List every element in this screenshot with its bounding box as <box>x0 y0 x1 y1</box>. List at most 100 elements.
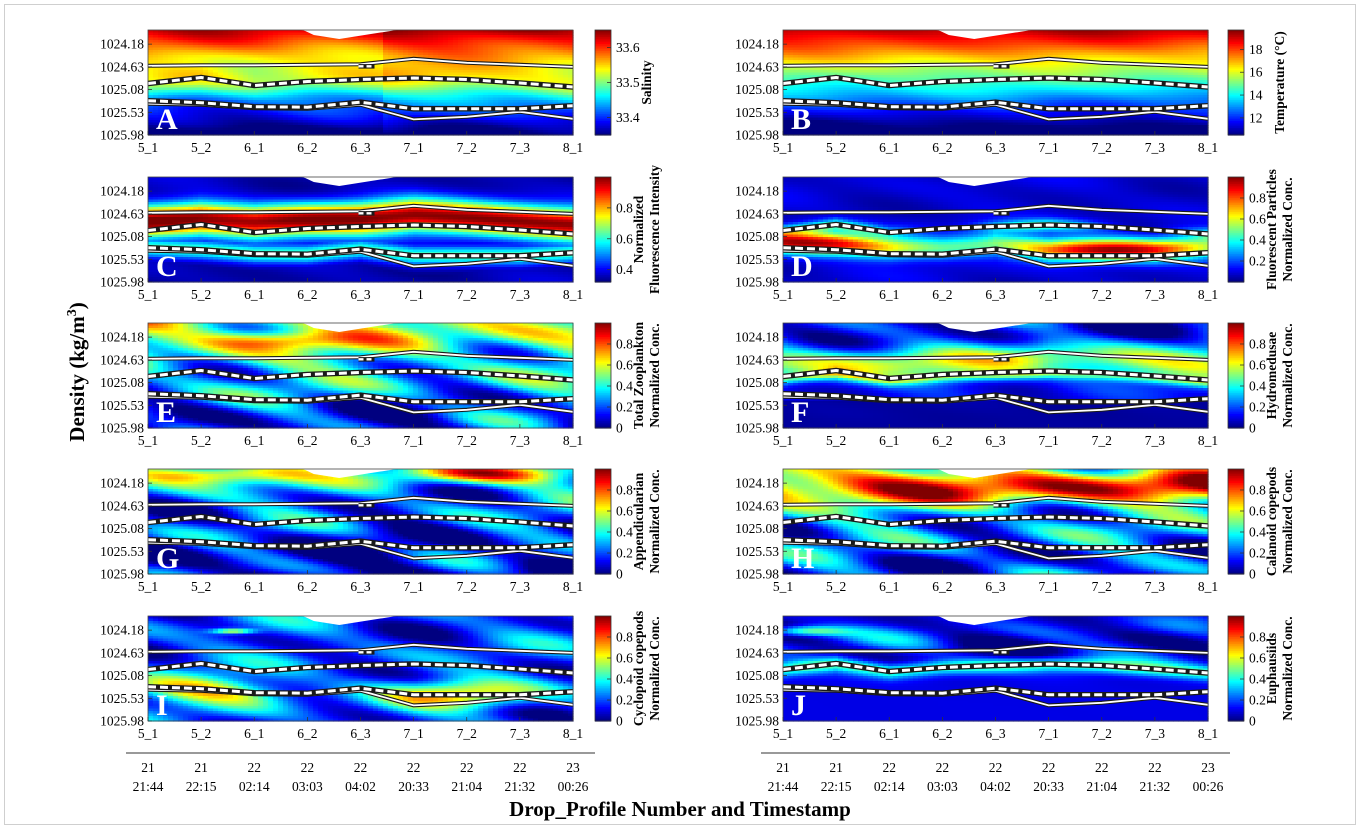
heatmap-cell <box>303 120 309 124</box>
heatmap-cell <box>163 40 169 44</box>
heatmap-cell <box>203 82 209 86</box>
heatmap-cell <box>363 90 369 94</box>
heatmap-cell <box>228 55 234 59</box>
heatmap-cell <box>378 117 384 121</box>
heatmap-cell <box>368 112 374 116</box>
heatmap-cell <box>238 85 244 89</box>
heatmap-cell <box>343 47 349 51</box>
heatmap-cell <box>253 97 259 101</box>
heatmap-cell <box>173 47 179 51</box>
heatmap-cell <box>318 55 324 59</box>
heatmap-cell <box>383 117 389 121</box>
heatmap-cell <box>343 42 349 46</box>
heatmap-cell <box>183 35 189 39</box>
heatmap-cell <box>403 122 409 126</box>
heatmap-cell <box>168 57 174 61</box>
heatmap-cell <box>273 45 279 49</box>
heatmap-cell <box>343 130 349 134</box>
heatmap-cell <box>198 37 204 41</box>
heatmap-cell <box>213 92 219 96</box>
heatmap-cell <box>303 90 309 94</box>
heatmap-cell <box>403 95 409 99</box>
heatmap-cell <box>308 57 314 61</box>
heatmap-cell <box>243 110 249 114</box>
heatmap-cell <box>398 120 404 124</box>
heatmap-cell <box>238 30 244 34</box>
heatmap-cell <box>183 82 189 86</box>
heatmap-cell <box>293 90 299 94</box>
heatmap-cell <box>328 112 334 116</box>
heatmap-cell <box>288 110 294 114</box>
heatmap-cell <box>288 130 294 134</box>
heatmap-cell <box>373 72 379 76</box>
heatmap-cell <box>378 35 384 39</box>
heatmap-cell <box>288 115 294 119</box>
heatmap-cell <box>168 95 174 99</box>
heatmap-cell <box>273 55 279 59</box>
heatmap-cell <box>363 82 369 86</box>
heatmap-cell <box>298 60 304 64</box>
heatmap-cell <box>408 82 414 86</box>
heatmap-cell <box>298 110 304 114</box>
heatmap-cell <box>208 82 214 86</box>
heatmap-cell <box>263 92 269 96</box>
heatmap-cell <box>218 90 224 94</box>
heatmap-cell <box>328 52 334 56</box>
heatmap-cell <box>178 82 184 86</box>
heatmap-cell <box>163 130 169 134</box>
heatmap-cell <box>368 95 374 99</box>
heatmap-cell <box>263 72 269 76</box>
heatmap-cell <box>318 122 324 126</box>
heatmap-cell <box>308 90 314 94</box>
heatmap-cell <box>293 75 299 79</box>
heatmap-cell <box>278 72 284 76</box>
heatmap-cell <box>303 57 309 61</box>
heatmap-cell <box>388 47 394 51</box>
heatmap-cell <box>233 110 239 114</box>
heatmap-cell <box>323 97 329 101</box>
heatmap-cell <box>178 115 184 119</box>
heatmap-cell <box>373 92 379 96</box>
heatmap-cell <box>398 97 404 101</box>
heatmap-cell <box>403 32 409 36</box>
heatmap-cell <box>228 122 234 126</box>
heatmap-cell <box>363 112 369 116</box>
heatmap-cell <box>328 125 334 129</box>
heatmap-cell <box>218 95 224 99</box>
heatmap-cell <box>383 57 389 61</box>
heatmap-cell <box>353 55 359 59</box>
heatmap-cell <box>283 127 289 131</box>
heatmap-cell <box>233 70 239 74</box>
heatmap-cell <box>273 47 279 51</box>
heatmap-cell <box>193 87 199 91</box>
heatmap-cell <box>208 112 214 116</box>
heatmap-cell <box>153 67 159 71</box>
heatmap-cell <box>338 65 344 69</box>
heatmap-cell <box>268 40 274 44</box>
heatmap-cell <box>218 42 224 46</box>
heatmap-cell <box>213 70 219 74</box>
heatmap-cell <box>278 102 284 106</box>
heatmap-cell <box>278 125 284 129</box>
heatmap-cell <box>263 110 269 114</box>
heatmap-cell <box>398 130 404 134</box>
heatmap-cell <box>313 120 319 124</box>
heatmap-cell <box>298 120 304 124</box>
heatmap-cell <box>318 115 324 119</box>
heatmap-cell <box>393 130 399 134</box>
heatmap-cell <box>408 52 414 56</box>
heatmap-cell <box>283 60 289 64</box>
heatmap-cell <box>338 45 344 49</box>
heatmap-cell <box>398 50 404 54</box>
heatmap-cell <box>263 67 269 71</box>
heatmap-cell <box>173 85 179 89</box>
heatmap-cell <box>373 67 379 71</box>
heatmap-cell <box>323 87 329 91</box>
heatmap-cell <box>188 52 194 56</box>
heatmap-cell <box>208 40 214 44</box>
heatmap-cell <box>238 32 244 36</box>
heatmap-cell <box>368 125 374 129</box>
x-tick-label: 7_3 <box>510 140 531 155</box>
heatmap-cell <box>233 122 239 126</box>
heatmap-cell <box>233 52 239 56</box>
